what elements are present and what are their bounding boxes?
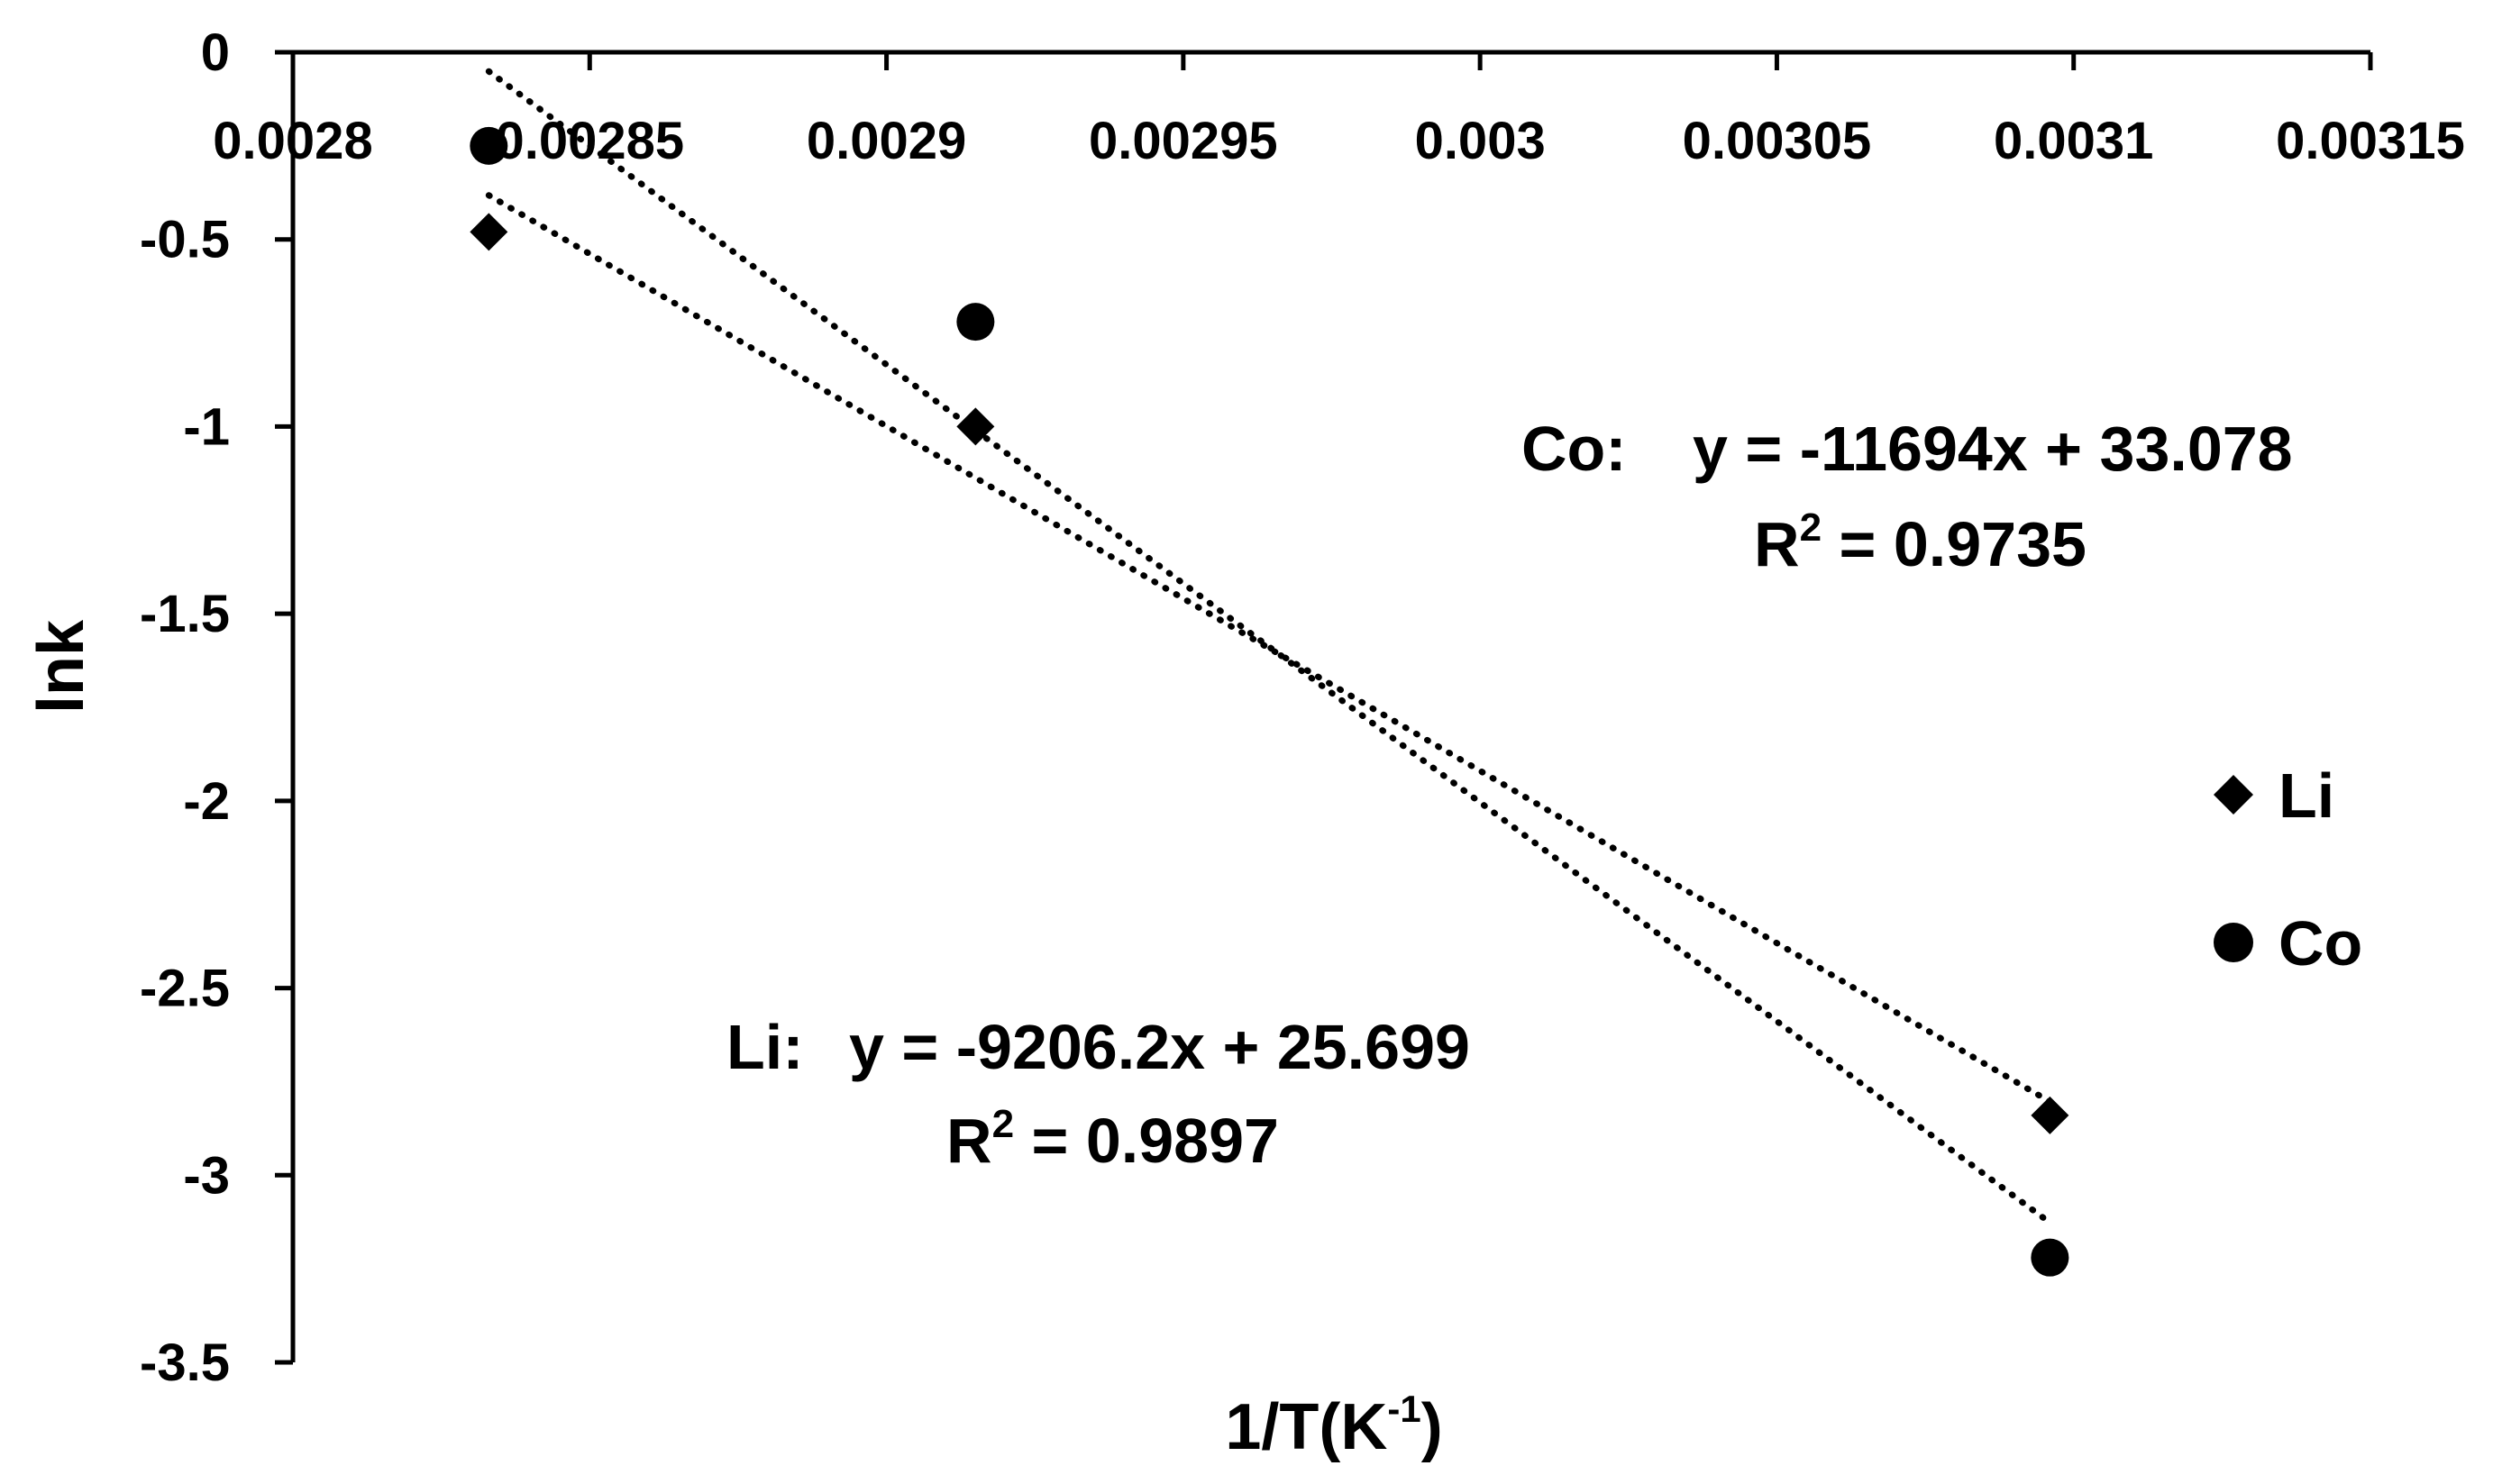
legend-co-marker xyxy=(2214,923,2253,962)
x-axis-title-close: ) xyxy=(1421,1391,1443,1463)
data-point-co xyxy=(470,126,508,165)
y-tick-label: -2.5 xyxy=(140,960,230,1018)
y-axis-title: lnk xyxy=(25,619,97,714)
y-tick-label: -3.5 xyxy=(140,1334,230,1392)
trendline-li xyxy=(485,192,2053,1106)
x-tick-label: 0.0028 xyxy=(213,112,372,170)
svg-text:R2 = 0.9735: R2 = 0.9735 xyxy=(1754,505,2087,579)
li-r2-prefix: R xyxy=(946,1106,992,1176)
x-tick-label: 0.00285 xyxy=(495,112,684,170)
svg-text:Co:y = -11694x + 33.078: Co: y = -11694x + 33.078 xyxy=(1521,414,2293,484)
legend: Li Co xyxy=(2214,760,2362,979)
legend-li-label: Li xyxy=(2278,760,2334,831)
data-point-li xyxy=(2031,1096,2069,1134)
trendlines xyxy=(485,68,2053,1226)
x-tick-label: 0.003 xyxy=(1415,112,1546,170)
y-tick-label: -2 xyxy=(183,772,230,831)
x-tick-label: 0.00315 xyxy=(2276,112,2465,170)
y-tick-label: 0 xyxy=(201,23,230,82)
x-tick-label: 0.00305 xyxy=(1683,112,1872,170)
data-point-li xyxy=(470,213,508,251)
legend-li-marker xyxy=(2214,775,2253,815)
li-r2-value: = 0.9897 xyxy=(1014,1106,1279,1176)
li-equation-annotation: Li: y = -9206.2x + 25.699 R2 = 0.9897 xyxy=(726,1012,1470,1176)
data-point-co xyxy=(956,303,995,341)
y-tick-label: -3 xyxy=(183,1146,230,1205)
svg-text:R2 = 0.9897: R2 = 0.9897 xyxy=(946,1102,1279,1176)
axes: 0.0028 0.00285 0.0029 0.00295 0.003 0.00305 0.… xyxy=(140,23,2465,1392)
data-points xyxy=(470,126,2069,1277)
co-equation-annotation: Co: y = -11694x + 33.078 R2 = 0.9735 xyxy=(1521,414,2293,579)
co-equation-prefix: Co: xyxy=(1521,414,1627,484)
co-equation: y = -11694x + 33.078 xyxy=(1693,414,2293,484)
y-tick-label: -0.5 xyxy=(140,211,230,269)
x-axis-title-sup: -1 xyxy=(1387,1388,1420,1430)
svg-text:Li:y = -9206.2x + 25.699: Li: y = -9206.2x + 25.699 xyxy=(726,1012,1470,1082)
data-point-li xyxy=(956,407,995,446)
data-point-co xyxy=(2031,1238,2069,1277)
co-r2-prefix: R xyxy=(1754,509,1800,579)
x-tick-label: 0.00295 xyxy=(1089,112,1278,170)
y-tick-label: -1.5 xyxy=(140,585,230,643)
li-equation: y = -9206.2x + 25.699 xyxy=(849,1012,1470,1082)
x-axis-title: 1/T(K-1) xyxy=(1225,1388,1442,1463)
co-r2-value: = 0.9735 xyxy=(1822,509,2087,579)
y-tick-label: -1 xyxy=(183,397,230,456)
trendline-co xyxy=(485,68,2053,1226)
x-tick-label: 0.0031 xyxy=(1994,112,2153,170)
li-r2-sup: 2 xyxy=(992,1102,1014,1146)
legend-co-label: Co xyxy=(2278,908,2362,979)
x-axis-title-main: 1/T(K xyxy=(1225,1391,1387,1463)
li-equation-prefix: Li: xyxy=(726,1012,804,1082)
x-tick-label: 0.0029 xyxy=(807,112,966,170)
co-r2-sup: 2 xyxy=(1800,505,1822,550)
